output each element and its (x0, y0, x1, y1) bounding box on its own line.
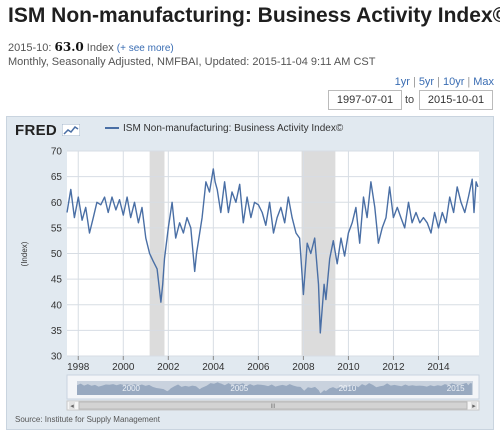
latest-observation: 2015-10: 63.0 Index (+ see more) (8, 40, 174, 54)
page-title: ISM Non-manufacturing: Business Activity… (8, 4, 500, 27)
y-tick-label: 30 (51, 352, 63, 363)
see-more-link[interactable]: (+ see more) (116, 43, 174, 54)
x-tick-label: 2002 (157, 362, 180, 373)
latest-unit: Index (86, 42, 114, 54)
series-metadata: Monthly, Seasonally Adjusted, NMFBAI, Up… (8, 56, 376, 68)
y-tick-label: 60 (51, 198, 63, 209)
navigator-label: 2010 (339, 384, 357, 393)
scroll-grip: III (270, 404, 275, 410)
x-tick-label: 2004 (202, 362, 225, 373)
x-tick-label: 2006 (247, 362, 270, 373)
latest-value: 63.0 (54, 40, 84, 54)
x-tick-label: 2010 (337, 362, 360, 373)
y-tick-label: 45 (51, 275, 63, 286)
end-date-input[interactable] (419, 90, 493, 110)
navigator-label: 2000 (122, 384, 140, 393)
navigator-series (77, 382, 472, 395)
x-tick-label: 2000 (112, 362, 135, 373)
y-tick-label: 70 (51, 147, 63, 158)
fred-logo: FRED (15, 122, 80, 140)
latest-date: 2015-10: (8, 42, 52, 54)
divider: | (467, 76, 471, 88)
range-link-5yr[interactable]: 5yr (418, 76, 435, 88)
x-tick-label: 2012 (382, 362, 405, 373)
y-tick-label: 55 (51, 223, 63, 234)
source-note: Source: Institute for Supply Management (15, 415, 160, 424)
navigator-label: 2015 (447, 384, 465, 393)
divider: | (437, 76, 440, 88)
x-tick-label: 2014 (427, 362, 450, 373)
scroll-thumb[interactable] (78, 401, 468, 410)
y-tick-label: 65 (51, 172, 63, 183)
scroll-right-icon: ▸ (472, 403, 476, 410)
range-navigator[interactable]: 2000 2005 2010 2015 ◂ ▸ III (66, 374, 480, 411)
range-link-10yr[interactable]: 10yr (442, 76, 465, 88)
scroll-left-button[interactable] (69, 402, 75, 409)
range-link-max[interactable]: Max (473, 76, 494, 88)
x-tick-label: 1998 (67, 362, 90, 373)
x-tick-label: 2008 (292, 362, 315, 373)
chart-legend: ISM Non-manufacturing: Business Activity… (105, 123, 343, 134)
chart-panel: FRED ISM Non-manufacturing: Business Act… (6, 116, 494, 430)
y-tick-label: 40 (51, 300, 63, 311)
scroll-left-icon: ◂ (70, 403, 74, 410)
divider: | (412, 76, 416, 88)
legend-swatch (105, 127, 119, 130)
navigator-label: 2005 (230, 384, 248, 393)
series-line (66, 168, 479, 334)
y-tick-label: 35 (51, 326, 63, 337)
range-link-1yr[interactable]: 1yr (394, 76, 410, 88)
y-tick-label: 50 (51, 249, 63, 260)
y-axis-label: (Index) (20, 241, 29, 266)
to-label: to (405, 94, 415, 106)
start-date-input[interactable] (328, 90, 402, 110)
fred-logo-text: FRED (15, 122, 58, 139)
scroll-right-button[interactable] (471, 402, 477, 409)
legend-label: ISM Non-manufacturing: Business Activity… (123, 123, 344, 134)
range-links: 1yr | 5yr | 10yr | Max (395, 76, 494, 88)
